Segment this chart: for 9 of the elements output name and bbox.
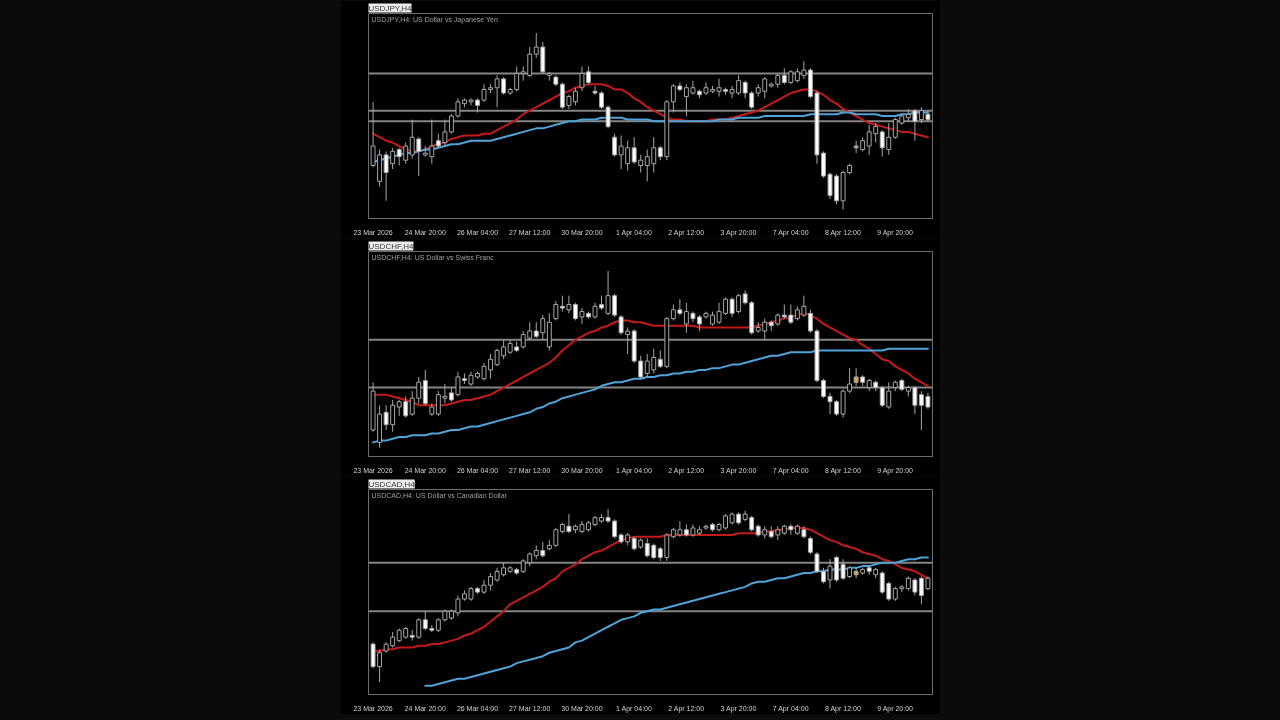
candlestick (422, 369, 428, 406)
chart-title: USDJPY,H4 (368, 3, 413, 13)
candlestick (612, 133, 618, 158)
chart-title: USDCHF,H4 (368, 241, 414, 251)
candlestick (612, 518, 618, 539)
chart-title: USDCAD,H4 (368, 479, 416, 489)
candlestick (638, 355, 644, 380)
candlestick (814, 551, 820, 574)
candlestick (553, 300, 559, 321)
